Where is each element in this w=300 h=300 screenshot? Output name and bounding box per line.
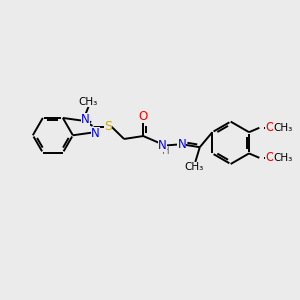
- Text: N: N: [177, 138, 186, 151]
- Text: O: O: [265, 151, 274, 164]
- Text: H: H: [162, 146, 170, 156]
- Text: CH₃: CH₃: [184, 162, 203, 172]
- Text: S: S: [104, 120, 112, 133]
- Text: N: N: [158, 139, 167, 152]
- Text: CH₃: CH₃: [79, 97, 98, 107]
- Text: N: N: [81, 113, 90, 126]
- Text: O: O: [265, 121, 274, 134]
- Text: N: N: [91, 127, 100, 140]
- Text: CH₃: CH₃: [273, 123, 292, 133]
- Text: CH₃: CH₃: [273, 153, 292, 163]
- Text: O: O: [139, 110, 148, 123]
